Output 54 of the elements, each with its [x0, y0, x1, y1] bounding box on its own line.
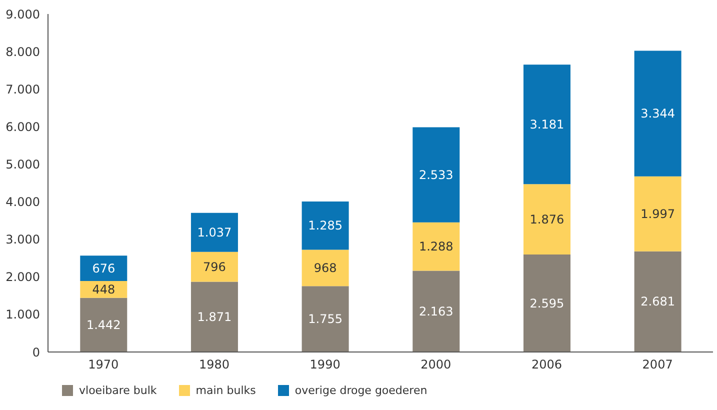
- bar: [634, 176, 682, 252]
- data-label: 3.181: [530, 117, 564, 132]
- data-label: 1.876: [530, 212, 564, 226]
- y-tick-label: 1.000: [6, 308, 40, 322]
- data-label: 968: [314, 260, 337, 275]
- bar: [634, 251, 682, 352]
- y-tick-label: 2.000: [6, 270, 40, 284]
- bar: [634, 50, 682, 176]
- bar: [302, 286, 349, 352]
- data-label: 1.442: [86, 318, 121, 332]
- data-label: 1.288: [418, 240, 454, 254]
- y-tick-label: 8.000: [6, 44, 40, 59]
- bar: [190, 282, 238, 352]
- y-tick-label: 4.000: [6, 195, 40, 210]
- x-tick-label: 2006: [531, 358, 562, 372]
- x-tick-label: 1990: [310, 358, 340, 372]
- data-label: 3.344: [640, 106, 675, 121]
- legend-label: main bulks: [196, 384, 256, 397]
- data-label: 2.595: [530, 296, 564, 310]
- data-label: 2.163: [418, 304, 454, 318]
- bar: [190, 212, 238, 252]
- bar: [80, 298, 128, 352]
- data-label: 2.533: [418, 168, 454, 182]
- bar: [80, 256, 128, 282]
- data-label: 2.681: [640, 294, 675, 309]
- bar: [302, 201, 349, 250]
- data-label: 1.285: [308, 218, 342, 233]
- y-tick-label: 0: [32, 345, 40, 360]
- x-tick-label: 1970: [88, 358, 119, 372]
- x-tick-label: 2000: [420, 358, 452, 372]
- y-tick-label: 7.000: [6, 82, 40, 96]
- legend-label: overige droge goederen: [294, 384, 428, 397]
- data-label: 1.037: [197, 225, 232, 240]
- legend-label: vloeibare bulk: [79, 384, 157, 397]
- x-tick-label: 1980: [198, 358, 230, 372]
- bar: [412, 222, 460, 271]
- bar: [412, 270, 460, 352]
- y-tick-label: 6.000: [6, 120, 40, 134]
- y-tick-label: 3.000: [6, 232, 40, 247]
- y-tick-label: 9.000: [6, 7, 40, 22]
- data-label: 1.871: [197, 310, 232, 324]
- bar: [302, 250, 349, 286]
- bar: [523, 254, 570, 352]
- data-label: 1.755: [308, 312, 342, 326]
- bar: [523, 184, 570, 255]
- x-tick-label: 2007: [642, 358, 673, 372]
- bar: [190, 252, 238, 282]
- y-tick-label: 5.000: [6, 157, 40, 172]
- data-label: 448: [92, 282, 116, 296]
- data-label: 676: [92, 261, 116, 276]
- bar: [523, 64, 570, 184]
- bar: [412, 127, 460, 222]
- data-label: 1.997: [640, 206, 675, 221]
- data-label: 796: [203, 260, 226, 274]
